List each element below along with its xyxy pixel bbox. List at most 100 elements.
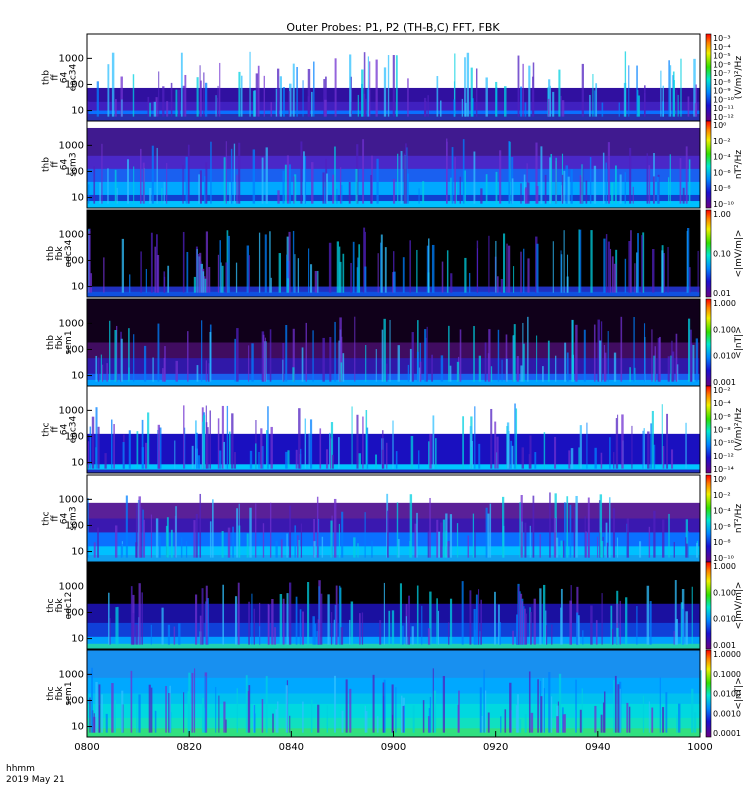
spectrogram-streak [248, 255, 250, 293]
spectrogram-band [87, 358, 700, 375]
y-tick-label: 100 [65, 344, 84, 355]
spectrogram-streak [629, 147, 632, 204]
spectrogram-streak [674, 580, 677, 645]
colorbar-tick-label: 0.10 [713, 250, 731, 259]
spectrogram-streak [436, 76, 439, 117]
spectrogram-streak [138, 583, 141, 645]
spectrogram-streak [163, 271, 166, 293]
spectrogram-streak [133, 334, 135, 382]
spectrogram-streak [397, 345, 400, 382]
spectrogram-streak [535, 142, 538, 204]
spectrogram-streak [252, 149, 256, 204]
spectrogram-streak [391, 684, 394, 733]
spectrogram-streak [225, 141, 227, 204]
panel-thb-fbk-edc34: 1000 100 10 thb fbk edc34 1.00 0.10 0.01 <|mV/m|> [46, 209, 744, 298]
spectrogram-streak [255, 503, 257, 558]
spectrogram-streak [115, 607, 118, 645]
spectrogram-streak [294, 174, 297, 204]
spectrogram-streak [416, 512, 418, 558]
spectrogram-streak [386, 442, 388, 469]
spectrogram-streak [149, 102, 151, 117]
spectrogram-streak [328, 242, 332, 293]
spectrogram-streak [641, 235, 643, 293]
spectrogram-streak [609, 248, 612, 293]
y-tick-label: 1000 [59, 581, 84, 592]
spectrogram-streak [432, 415, 435, 469]
spectrogram-streak [234, 596, 238, 645]
panel-label-line: thc [42, 422, 52, 436]
spectrogram-streak [93, 166, 96, 204]
spectrogram-streak [675, 333, 678, 382]
spectrogram-streak [333, 498, 337, 558]
spectrogram-streak [536, 335, 538, 382]
spectrogram-streak [679, 158, 682, 204]
spectrogram-streak [593, 165, 597, 204]
spectrogram-streak [180, 52, 183, 117]
spectrogram-streak [613, 452, 615, 469]
spectrogram-streak [205, 231, 208, 293]
spectrogram-streak [401, 695, 403, 733]
spectrogram-streak [221, 530, 224, 558]
spectrogram-streak [527, 316, 529, 382]
colorbar-tick-label: 1.0000 [713, 650, 741, 659]
spectrogram-streak [624, 51, 627, 117]
spectrogram-streak [371, 540, 373, 558]
y-tick-label: 100 [65, 431, 84, 442]
spectrogram-streak [182, 231, 185, 293]
colorbar-tick-label: 10⁰ [713, 121, 726, 130]
spectrogram-streak [215, 686, 217, 733]
spectrogram-streak [402, 257, 405, 293]
spectrogram-streak [116, 187, 118, 204]
spectrogram-streak [617, 684, 620, 733]
spectrogram-streak [528, 671, 531, 733]
spectrogram-streak [699, 670, 702, 733]
spectrogram-streak [657, 338, 661, 382]
spectrogram-streak [377, 253, 379, 293]
colorbar-tick-label: 0.0010 [713, 709, 741, 718]
spectrogram-streak [647, 431, 650, 469]
spectrogram-streak [587, 497, 590, 558]
spectrogram-streak [114, 525, 118, 558]
spectrogram-streak [517, 55, 520, 117]
spectrogram-streak [98, 684, 101, 733]
spectrogram-streak [226, 405, 229, 469]
spectrogram-streak [277, 68, 280, 117]
spectrogram-streak [561, 100, 565, 117]
panel-label-line: thb [42, 70, 52, 85]
spectrogram-streak [450, 273, 453, 293]
spectrogram-streak [619, 600, 621, 645]
spectrogram-streak [225, 262, 228, 293]
spectrogram-band [87, 502, 700, 519]
spectrogram-streak [609, 497, 611, 558]
spectrogram-streak [175, 360, 178, 382]
spectrogram-streak [652, 176, 655, 204]
spectrogram-streak [513, 324, 516, 382]
spectrogram-streak [154, 246, 157, 293]
spectrogram-streak [431, 354, 433, 382]
spectrogram-streak [516, 694, 519, 733]
spectrogram-streak [422, 181, 425, 204]
spectrogram-streak [524, 713, 527, 733]
spectrogram-streak [135, 503, 138, 558]
colorbar-label: <|mV/m|> [734, 230, 744, 278]
spectrogram-streak [523, 343, 525, 382]
spectrogram-streak [613, 679, 615, 733]
spectrogram-streak [405, 143, 407, 204]
spectrogram-streak [432, 668, 434, 733]
spectrogram-streak [341, 710, 344, 733]
spectrogram-streak [314, 623, 317, 645]
spectrogram-streak [651, 329, 653, 382]
spectrogram-streak [634, 263, 636, 293]
colorbar-tick-label: 10⁻⁶ [713, 522, 731, 531]
spectrogram-streak [519, 502, 522, 558]
spectrogram-streak [534, 452, 537, 469]
spectrogram-streak [133, 166, 135, 204]
colorbar-tick-label: 10⁻² [713, 491, 731, 500]
spectrogram-streak [435, 438, 437, 469]
spectrogram-streak [336, 188, 338, 204]
spectrogram-streak [402, 706, 404, 733]
spectrogram-streak [383, 67, 387, 117]
spectrogram-streak [524, 522, 527, 558]
colorbar-label: nT²/Hz [734, 150, 744, 180]
spectrogram-streak [661, 404, 663, 469]
